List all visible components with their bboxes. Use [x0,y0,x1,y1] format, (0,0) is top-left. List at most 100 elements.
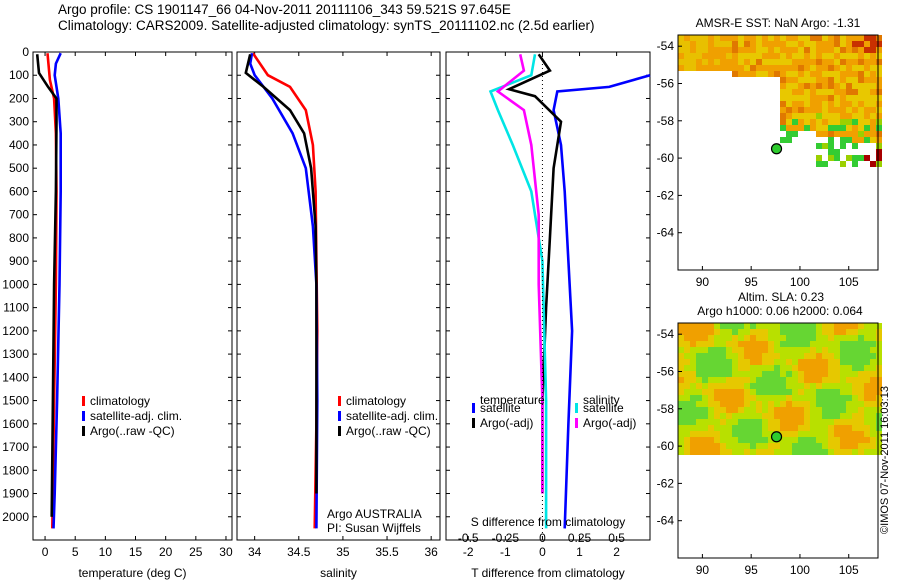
map-cell [744,347,750,353]
map-cell [738,413,744,419]
map-cell [786,371,792,377]
map-cell [744,335,750,341]
map-cell [840,35,846,41]
map-cell [870,65,876,71]
map-cell [726,401,732,407]
map-cell [702,353,708,359]
map-cell [804,71,810,77]
map-cell [720,425,726,431]
map-cell [702,401,708,407]
series-line [552,73,651,529]
map-cell [846,365,852,371]
map-cell [774,35,780,41]
map-cell [780,329,786,335]
map-cell [804,335,810,341]
map-cell [714,383,720,389]
map-cell [840,449,846,455]
map-cell [702,431,708,437]
map-cell [858,71,864,77]
map-cell [798,329,804,335]
map-cell [738,431,744,437]
map-cell [678,377,684,383]
map-cell [738,359,744,365]
map-cell [690,371,696,377]
y-tick-label: 1500 [2,394,29,408]
map-cell [756,359,762,365]
map-cell [726,389,732,395]
map-cell [798,47,804,53]
map-cell [678,425,684,431]
map-cell [696,449,702,455]
map-cell [846,341,852,347]
map-cell [786,401,792,407]
map-cell [768,371,774,377]
y-tick-label: 0 [22,45,29,59]
map-cell [792,335,798,341]
map-cell [714,407,720,413]
map-cell [840,107,846,113]
map-cell [786,419,792,425]
map-cell [696,323,702,329]
map-cell [750,437,756,443]
map-cell [732,407,738,413]
map-cell [720,323,726,329]
map-cell [876,77,882,83]
map-cell [696,395,702,401]
map-cell [858,443,864,449]
map-cell [738,35,744,41]
map-cell [828,413,834,419]
map-cell [780,401,786,407]
map-cell [726,431,732,437]
map-cell [822,443,828,449]
y-tick-label: 1400 [2,370,29,384]
map-cell [720,359,726,365]
map-cell [702,47,708,53]
map-cell [696,47,702,53]
map-cell [852,347,858,353]
map-cell [720,353,726,359]
map-cell [858,59,864,65]
map-cell [858,155,864,161]
map-cell [828,407,834,413]
map-cell [876,47,882,53]
map-cell [876,107,882,113]
map-cell [792,431,798,437]
map-cell [852,383,858,389]
map-cell [696,389,702,395]
map-cell [810,89,816,95]
legend-swatch [472,418,475,428]
map-cell [726,59,732,65]
map-cell [684,407,690,413]
map-cell [696,347,702,353]
map-cell [756,377,762,383]
map-cell [822,77,828,83]
map-cell [702,389,708,395]
map-cell [774,65,780,71]
map-cell [684,35,690,41]
map-cell [744,35,750,41]
map-cell [690,41,696,47]
map-cell [678,323,684,329]
map-cell [726,335,732,341]
map-cell [780,41,786,47]
map-cell [870,89,876,95]
map-cell [678,365,684,371]
map-cell [852,35,858,41]
map-cell [762,353,768,359]
map-cell [828,125,834,131]
map-cell [756,335,762,341]
x-tick-label: 100 [790,275,810,289]
map-cell [750,53,756,59]
map-cell [858,323,864,329]
map-cell [726,347,732,353]
map-cell [858,137,864,143]
map-cell [762,329,768,335]
map-cell [792,365,798,371]
map-cell [708,341,714,347]
x-tick-label: 20 [159,545,173,559]
map-cell [864,71,870,77]
map-cell [738,353,744,359]
map-cell [816,389,822,395]
map-cell [828,59,834,65]
map-cell [834,407,840,413]
